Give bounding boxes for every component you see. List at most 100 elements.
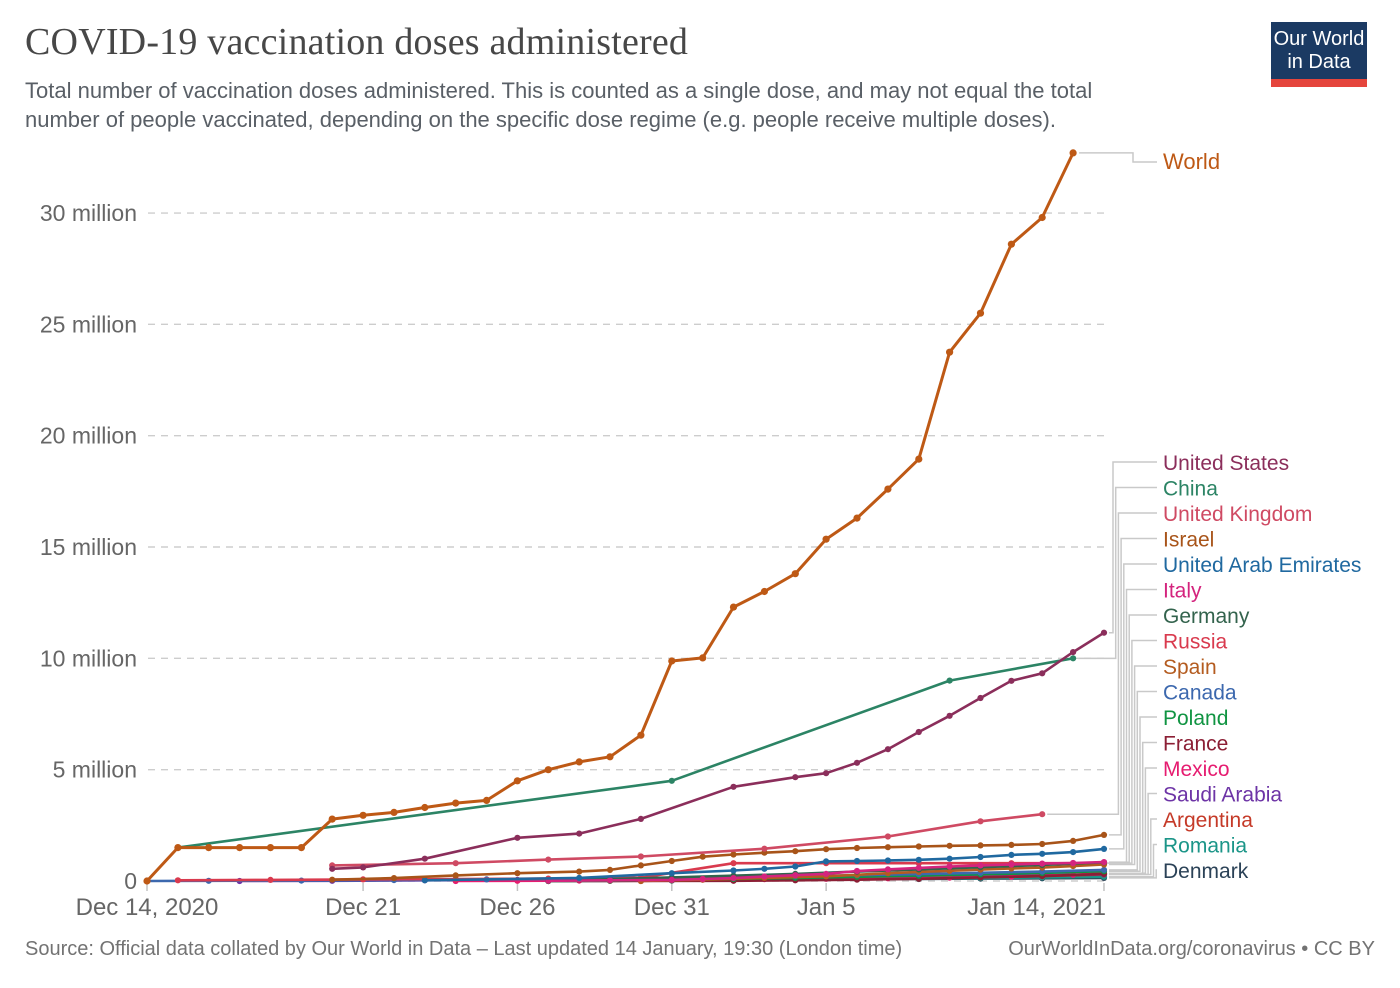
data-point-world [637,731,645,739]
legend-label-germany[interactable]: Germany [1163,605,1250,628]
data-point-italy [699,875,706,883]
legend-label-italy[interactable]: Italy [1163,580,1202,603]
series-china [174,655,1077,851]
legend-label-canada[interactable]: Canada [1163,682,1237,705]
legend-label-china[interactable]: China [1163,478,1218,501]
data-point-italy [946,863,953,870]
data-point-israel [606,866,614,874]
data-point-italy [668,876,675,884]
data-point-world [1038,213,1046,222]
data-point-israel [1070,837,1077,845]
y-tick-label: 15 million [40,534,137,560]
subtitle-line-2: number of people vaccinated, depending o… [25,107,1056,132]
y-tick-label: 20 million [40,423,137,449]
legend-label-russia[interactable]: Russia [1163,631,1228,654]
data-point-israel [823,846,830,853]
data-point-world [236,844,244,852]
data-point-world [760,587,769,596]
legend-label-denmark[interactable]: Denmark [1163,860,1249,883]
data-point-united-kingdom [884,833,892,840]
legend-label-world[interactable]: World [1163,149,1220,174]
data-point-world [699,654,707,662]
x-tick-label: Dec 31 [634,894,710,921]
data-point-world [421,803,429,812]
data-point-israel [853,844,861,852]
data-point-united-arab-emirates [853,857,861,865]
data-point-world [946,348,954,356]
y-tick-label: 25 million [40,311,137,337]
legend-label-united-states[interactable]: United States [1163,452,1289,475]
chart-footer: Source: Official data collated by Our Wo… [25,938,1375,961]
data-point-united-states [946,712,953,719]
footer-link[interactable]: OurWorldInData.org/coronavirus • CC BY [1008,938,1375,960]
source-note: Source: Official data collated by Our Wo… [25,938,903,960]
data-point-united-arab-emirates [730,867,737,874]
legend-label-poland[interactable]: Poland [1163,707,1228,730]
data-point-world [791,570,799,578]
data-point-italy [761,873,768,880]
subtitle-line-1: Total number of vaccination doses admini… [25,78,1093,103]
page-title: COVID-19 vaccination doses administered [25,21,689,63]
data-point-united-arab-emirates [792,863,799,870]
data-point-world [513,777,522,785]
data-point-italy [1008,861,1015,868]
data-point-united-arab-emirates [1039,850,1046,857]
data-point-israel [390,875,398,882]
x-axis: Dec 14, 2020 Dec 21 Dec 26 Dec 31 Jan 5 Jan 1… [76,883,1106,921]
data-point-world [976,309,985,317]
chart-header: COVID-19 vaccination doses administered … [25,20,1255,134]
legend-label-united-kingdom[interactable]: United Kingdom [1163,503,1312,526]
x-tick-label: Dec 26 [479,894,555,921]
data-point-italy [853,867,861,875]
data-point-world [266,844,275,852]
data-point-world [297,844,305,852]
data-point-united-kingdom [1039,811,1046,818]
legend-label-israel[interactable]: Israel [1163,529,1214,552]
data-point-world [575,758,583,766]
data-point-italy [1070,859,1077,867]
data-point-israel [977,842,984,849]
series-israel [329,831,1108,883]
data-point-israel [1100,831,1108,839]
data-point-italy [1100,859,1108,866]
data-point-united-states [730,783,737,790]
data-point-world [853,514,861,522]
data-point-united-kingdom [761,845,768,852]
y-tick-label: 10 million [40,645,137,671]
data-point-china [668,777,675,784]
x-tick-label: Dec 14, 2020 [76,894,219,921]
data-point-united-arab-emirates [946,855,953,862]
data-point-russia [174,877,181,884]
data-point-united-arab-emirates [1070,849,1077,856]
legend-label-united-arab-emirates[interactable]: United Arab Emirates [1163,554,1361,577]
legend-label-mexico[interactable]: Mexico [1163,758,1230,781]
data-point-italy [606,877,614,884]
data-point-united-states [853,759,861,766]
series-united-kingdom [329,811,1046,869]
data-point-world [483,796,491,805]
series-world [143,149,1077,885]
owid-logo[interactable]: Our World in Data [1271,22,1367,87]
data-point-italy [884,866,892,873]
data-point-china [1070,655,1077,662]
data-point-israel [668,857,675,865]
series-italy [545,859,1108,884]
data-point-world [915,455,923,463]
legend-label-spain[interactable]: Spain [1163,656,1217,679]
data-point-united-states [1039,670,1046,677]
data-point-united-states [1008,677,1015,684]
data-point-italy [792,872,799,879]
data-point-israel [1008,841,1015,849]
legend-label-france[interactable]: France [1163,733,1228,756]
legend-label-saudi-arabia[interactable]: Saudi Arabia [1163,784,1282,807]
data-point-world [143,877,151,885]
data-point-united-arab-emirates [823,858,830,865]
data-point-world [1007,240,1016,248]
legend-label-romania[interactable]: Romania [1163,835,1247,858]
legend-label-argentina[interactable]: Argentina [1163,809,1253,832]
data-point-united-kingdom [452,860,459,867]
data-point-israel [792,848,799,855]
chart-subtitle: Total number of vaccination doses admini… [25,76,1255,134]
y-tick-label: 30 million [40,200,137,226]
